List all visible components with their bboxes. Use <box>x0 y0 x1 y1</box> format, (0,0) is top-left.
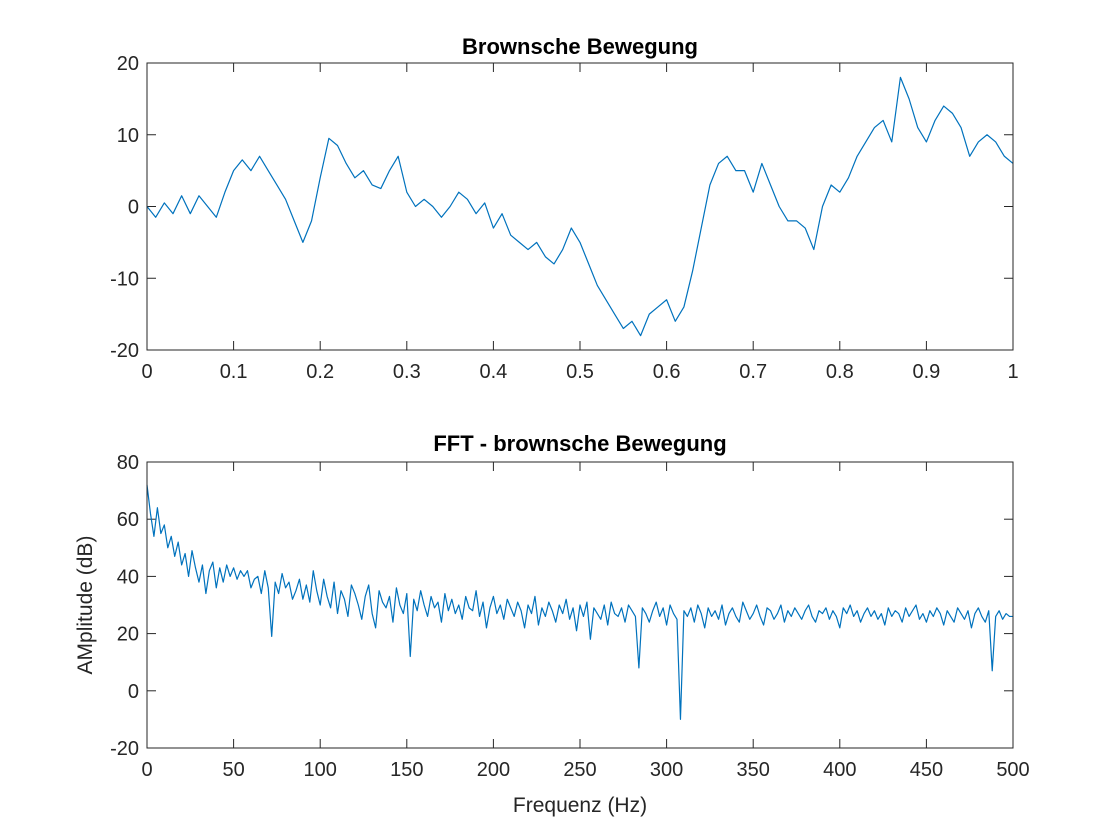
brownian-y-tick-label: 10 <box>117 125 139 147</box>
fft-y-axis-label: AMplitude (dB) <box>74 536 97 675</box>
fft-series <box>146 484 1013 721</box>
brownian-series <box>146 76 1014 337</box>
brownian-y-tick-label: 20 <box>117 53 139 75</box>
fft-x-tick-label: 100 <box>304 759 337 781</box>
brownian-series-line <box>146 76 1014 337</box>
brownian-x-tick-label: 0.9 <box>912 361 940 383</box>
brownian-x-tick-label: 1 <box>1007 361 1018 383</box>
brownian-x-tick-label: 0.3 <box>393 361 421 383</box>
brownian-y-tick-label: -20 <box>110 340 139 362</box>
fft-x-tick-label: 400 <box>823 759 856 781</box>
fft-y-tick-label: 20 <box>117 624 139 646</box>
fft-series-line <box>146 484 1013 721</box>
fft-plot-title: FFT - brownsche Bewegung <box>433 431 726 456</box>
brownian-x-tick-label: 0.2 <box>306 361 334 383</box>
brownian-x-tick-label: 0.7 <box>739 361 767 383</box>
fft-x-tick-label: 450 <box>910 759 943 781</box>
fft-x-tick-label: 150 <box>390 759 423 781</box>
fft-y-tick-label: -20 <box>110 738 139 760</box>
fft-y-tick-label: 80 <box>117 452 139 474</box>
fft-x-tick-label: 500 <box>996 759 1029 781</box>
fft-x-tick-label: 350 <box>737 759 770 781</box>
brownian-x-tick-label: 0.8 <box>826 361 854 383</box>
fft-x-axis-label: Frequenz (Hz) <box>513 794 647 817</box>
fft-x-tick-label: 300 <box>650 759 683 781</box>
fft-plot: FFT - brownsche Bewegung 0 50 100 150 200 250… <box>74 431 1030 817</box>
fft-x-tick-label: 0 <box>141 759 152 781</box>
fft-x-tick-label: 50 <box>222 759 244 781</box>
brownian-motion-plot: Brownsche Bewegung 0 0.1 0.2 0.3 0.4 0.5 0.6 0.… <box>110 34 1018 383</box>
fft-y-tick-label: 60 <box>117 509 139 531</box>
brownian-x-tick-label: 0.6 <box>653 361 681 383</box>
brownian-x-tick-label: 0.1 <box>220 361 248 383</box>
brownian-y-tick-label: 0 <box>128 197 139 219</box>
brownian-x-tick-label: 0 <box>141 361 152 383</box>
brownian-y-tick-label: -10 <box>110 268 139 290</box>
brownian-plot-title: Brownsche Bewegung <box>462 34 698 59</box>
brownian-x-tick-label: 0.5 <box>566 361 594 383</box>
fft-y-tick-label: 0 <box>128 681 139 703</box>
fft-x-tick-label: 250 <box>563 759 596 781</box>
fft-axes-frame <box>146 461 1014 749</box>
brownian-axes-frame <box>146 62 1014 351</box>
brownian-axis-ticks: 0 0.1 0.2 0.3 0.4 0.5 0.6 0.7 0.8 0.9 1 -20 -10 0 10 20 <box>110 53 1018 383</box>
brownian-x-tick-label: 0.4 <box>479 361 507 383</box>
fft-x-tick-label: 200 <box>477 759 510 781</box>
fft-y-tick-label: 40 <box>117 566 139 588</box>
